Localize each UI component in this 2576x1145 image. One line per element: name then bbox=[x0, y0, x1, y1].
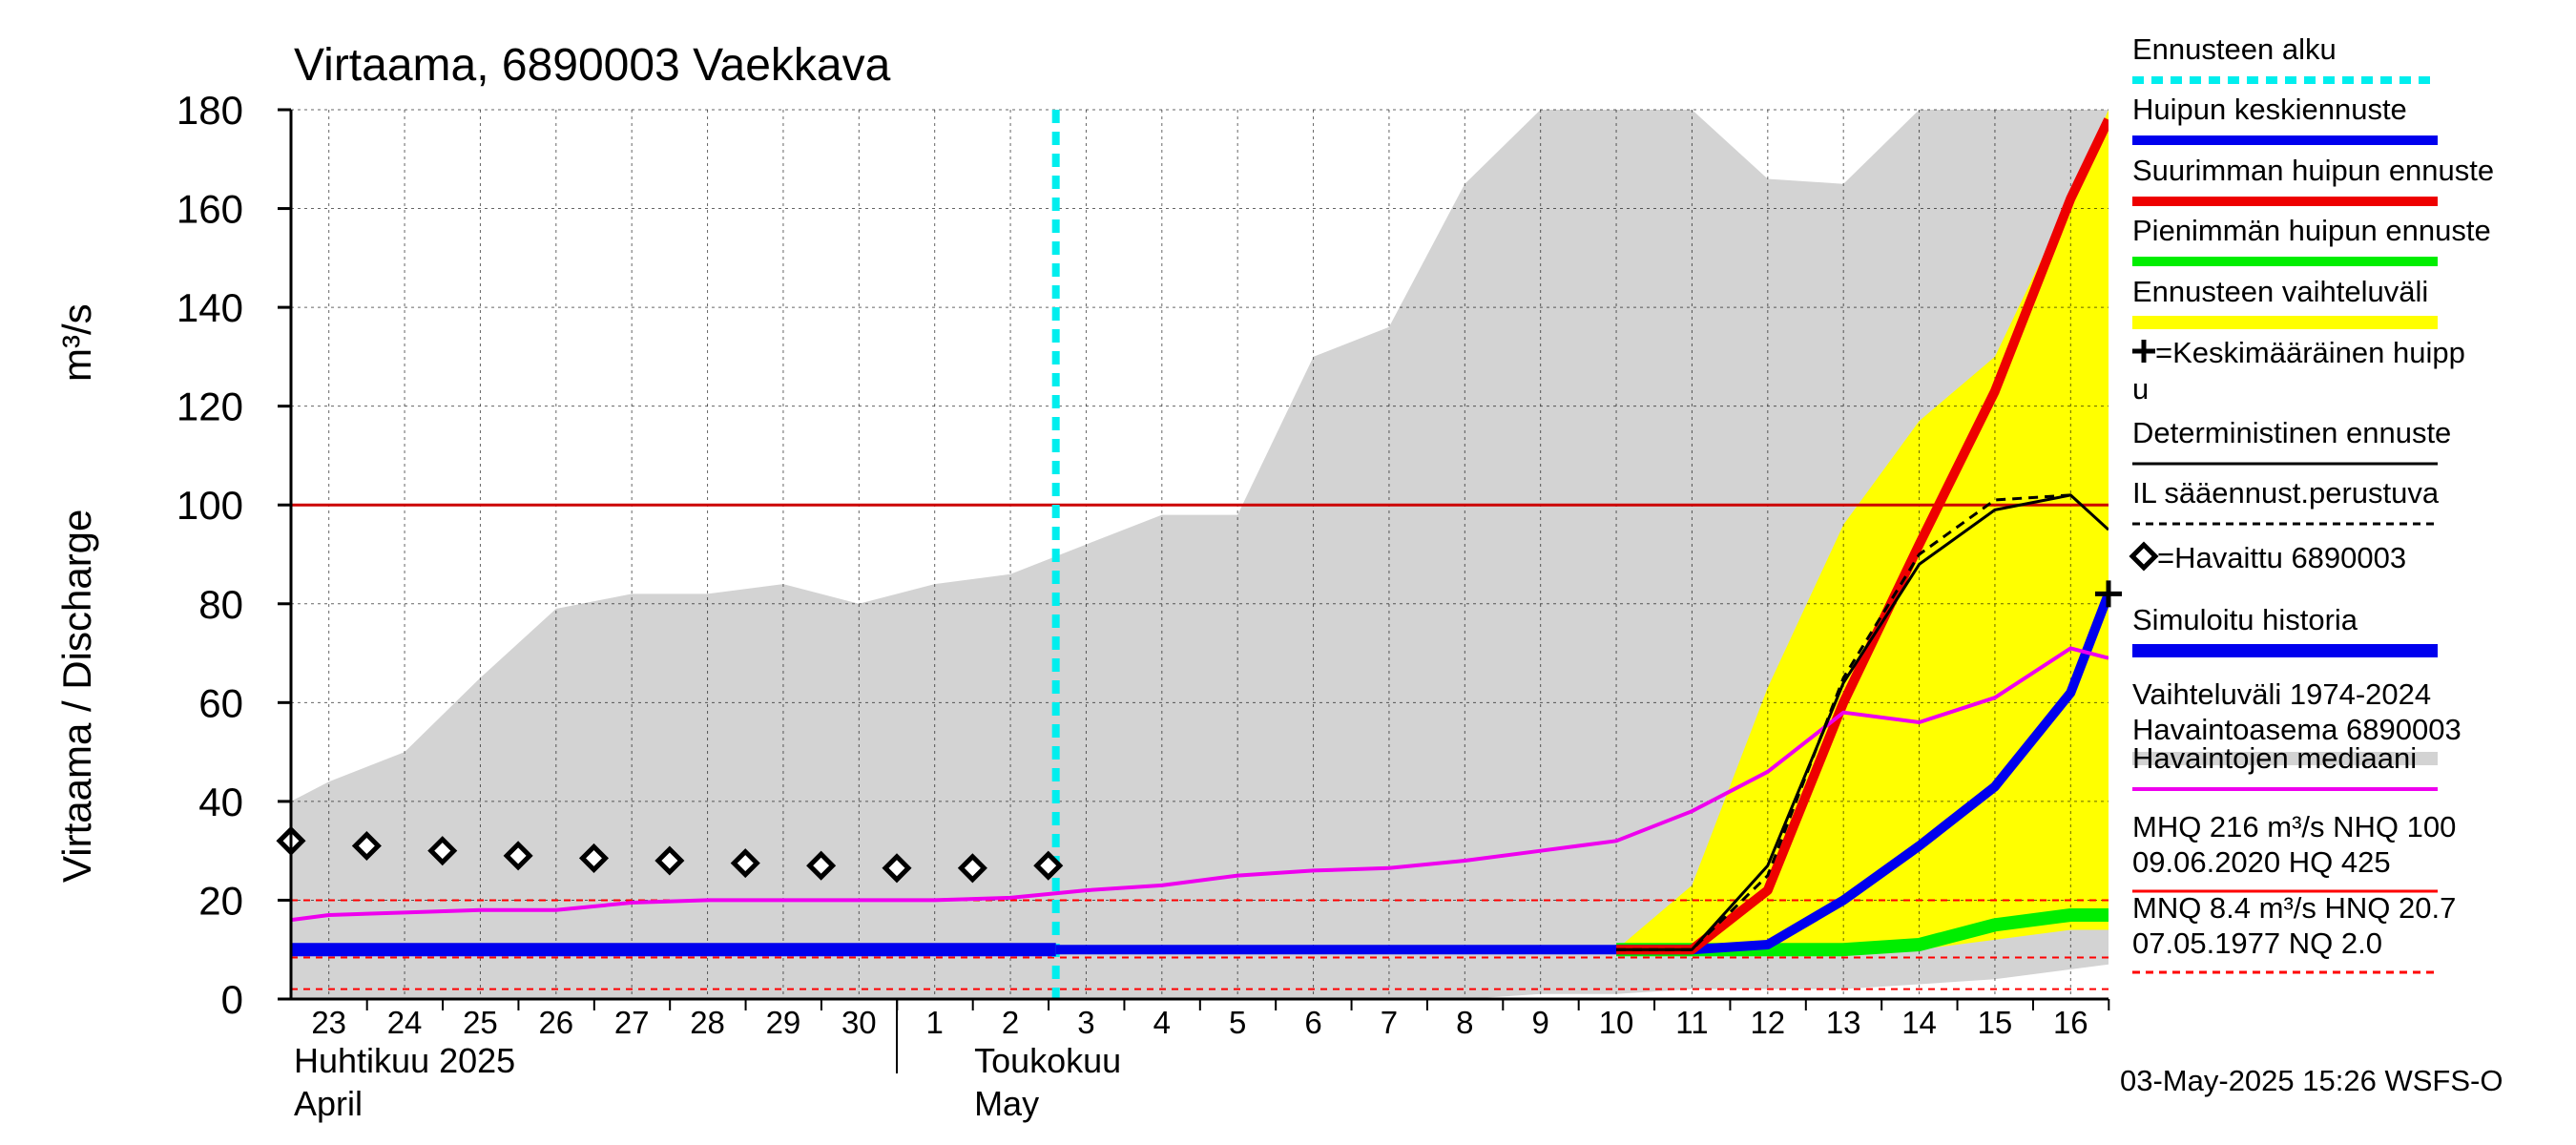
history-range-band bbox=[291, 110, 2109, 999]
legend-label: MNQ 8.4 m³/s HNQ 20.7 bbox=[2132, 891, 2456, 925]
series-huipun-keskiennuste bbox=[1055, 592, 2109, 955]
x-tick-label: 30 bbox=[841, 1005, 877, 1040]
legend-item: Deterministinen ennuste bbox=[2132, 416, 2451, 466]
legend-label: Huipun keskiennuste bbox=[2132, 93, 2407, 126]
x-tick-label: 23 bbox=[311, 1005, 346, 1040]
series-deterministinen-ennuste bbox=[1616, 493, 2109, 951]
y-tick-label: 160 bbox=[177, 187, 243, 232]
legend-plus-icon bbox=[2132, 340, 2155, 363]
x-tick-label: 3 bbox=[1077, 1005, 1094, 1040]
legend-item: Suurimman huipun ennuste bbox=[2132, 154, 2494, 206]
x-tick-label: 9 bbox=[1532, 1005, 1549, 1040]
y-tick-label: 0 bbox=[221, 977, 243, 1022]
legend-item: Havaintojen mediaani bbox=[2132, 741, 2438, 791]
legend-item: =Havaittu 6890003 bbox=[2129, 541, 2406, 574]
legend-label: Pienimmän huipun ennuste bbox=[2132, 214, 2491, 247]
legend-label: Vaihteluväli 1974-2024 bbox=[2132, 677, 2431, 711]
legend-diamond-icon bbox=[2129, 541, 2159, 572]
observed-point bbox=[882, 853, 912, 884]
y-axis-label: Virtaama / Discharge bbox=[54, 510, 99, 883]
observed-point bbox=[806, 850, 837, 881]
legend-label: =Keskimääräinen huipp bbox=[2155, 336, 2465, 369]
x-tick-label: 28 bbox=[690, 1005, 725, 1040]
x-tick-label: 14 bbox=[1901, 1005, 1937, 1040]
y-tick-label: 180 bbox=[177, 88, 243, 133]
x-tick-label: 13 bbox=[1826, 1005, 1861, 1040]
x-tick-label: 1 bbox=[926, 1005, 944, 1040]
month-label-en: May bbox=[974, 1084, 1039, 1123]
series-il-s-ennust-perustuva bbox=[1616, 493, 2071, 951]
legend-label: MHQ 216 m³/s NHQ 100 bbox=[2132, 810, 2456, 843]
x-tick-label: 24 bbox=[387, 1005, 423, 1040]
legend-label: IL sääennust.perustuva bbox=[2132, 476, 2440, 510]
legend-label: Deterministinen ennuste bbox=[2132, 416, 2451, 449]
x-tick-label: 7 bbox=[1381, 1005, 1398, 1040]
y-axis-unit: m³/s bbox=[54, 303, 99, 382]
reference-lines-layer bbox=[291, 110, 2109, 999]
month-label-fi: Huhtikuu 2025 bbox=[294, 1041, 515, 1080]
y-tick-label: 100 bbox=[177, 483, 243, 528]
x-tick-label: 8 bbox=[1456, 1005, 1473, 1040]
x-tick-label: 26 bbox=[538, 1005, 573, 1040]
series-havaintojen-mediaani bbox=[291, 646, 2109, 923]
x-tick-label: 29 bbox=[766, 1005, 801, 1040]
y-tick-label: 120 bbox=[177, 385, 243, 429]
legend-label: Havaintojen mediaani bbox=[2132, 741, 2417, 775]
observed-point bbox=[1033, 850, 1064, 881]
series-layer bbox=[291, 117, 2109, 957]
legend-label: Suurimman huipun ennuste bbox=[2132, 154, 2494, 187]
x-tick-label: 12 bbox=[1750, 1005, 1785, 1040]
legend-item: Ennusteen vaihteluväli bbox=[2132, 275, 2438, 329]
observed-point bbox=[427, 836, 458, 866]
observed-point bbox=[503, 841, 533, 871]
footer-timestamp: 03-May-2025 15:26 WSFS-O bbox=[2120, 1064, 2503, 1097]
bands-layer bbox=[291, 110, 2109, 999]
legend-label-line2: 09.06.2020 HQ 425 bbox=[2132, 845, 2391, 879]
x-tick-label: 2 bbox=[1002, 1005, 1019, 1040]
legend-item: IL sääennust.perustuva bbox=[2132, 476, 2440, 526]
legend-label-line2: 07.05.1977 NQ 2.0 bbox=[2132, 926, 2382, 960]
legend-item: MNQ 8.4 m³/s HNQ 20.707.05.1977 NQ 2.0 bbox=[2132, 891, 2456, 974]
observed-point bbox=[654, 845, 685, 876]
legend-label-line2: u bbox=[2132, 372, 2149, 406]
legend-item: Huipun keskiennuste bbox=[2132, 93, 2438, 145]
x-tick-label: 6 bbox=[1304, 1005, 1321, 1040]
x-tick-label: 10 bbox=[1599, 1005, 1634, 1040]
legend-item: Simuloitu historia bbox=[2132, 603, 2438, 657]
observed-point bbox=[351, 830, 382, 862]
x-tick-label: 27 bbox=[614, 1005, 650, 1040]
legend-label-line2: Havaintoasema 6890003 bbox=[2132, 713, 2462, 746]
y-tick-label: 80 bbox=[198, 582, 243, 627]
y-tick-label: 140 bbox=[177, 285, 243, 330]
month-label-en: April bbox=[294, 1084, 363, 1123]
x-tick-label: 11 bbox=[1675, 1005, 1708, 1040]
x-tick-label: 15 bbox=[1978, 1005, 2013, 1040]
y-tick-label: 40 bbox=[198, 780, 243, 824]
legend-label: Simuloitu historia bbox=[2132, 603, 2358, 636]
legend-item: Vaihteluväli 1974-2024 Havaintoasema 689… bbox=[2132, 677, 2462, 765]
x-tick-label: 4 bbox=[1153, 1005, 1171, 1040]
legend: Ennusteen alku Huipun keskiennuste Suurimm… bbox=[2129, 32, 2494, 974]
y-tick-label: 60 bbox=[198, 680, 243, 725]
x-tick-label: 5 bbox=[1229, 1005, 1246, 1040]
month-label-fi: Toukokuu bbox=[974, 1041, 1121, 1080]
legend-item: Ennusteen alku bbox=[2132, 32, 2438, 84]
y-tick-label: 20 bbox=[198, 878, 243, 923]
mean-peak-marker bbox=[2095, 580, 2122, 608]
legend-item: Pienimmän huipun ennuste bbox=[2132, 214, 2491, 266]
chart-title: Virtaama, 6890003 Vaekkava bbox=[294, 40, 891, 91]
observed-point bbox=[730, 848, 760, 879]
legend-label: Ennusteen vaihteluväli bbox=[2132, 275, 2428, 308]
legend-label: =Havaittu 6890003 bbox=[2157, 541, 2406, 574]
observed-point bbox=[957, 853, 987, 884]
legend-label: Ennusteen alku bbox=[2132, 32, 2337, 66]
observed-point bbox=[578, 843, 610, 873]
forecast-range-band bbox=[1616, 110, 2109, 950]
x-tick-label: 16 bbox=[2053, 1005, 2088, 1040]
x-tick-label: 25 bbox=[463, 1005, 498, 1040]
